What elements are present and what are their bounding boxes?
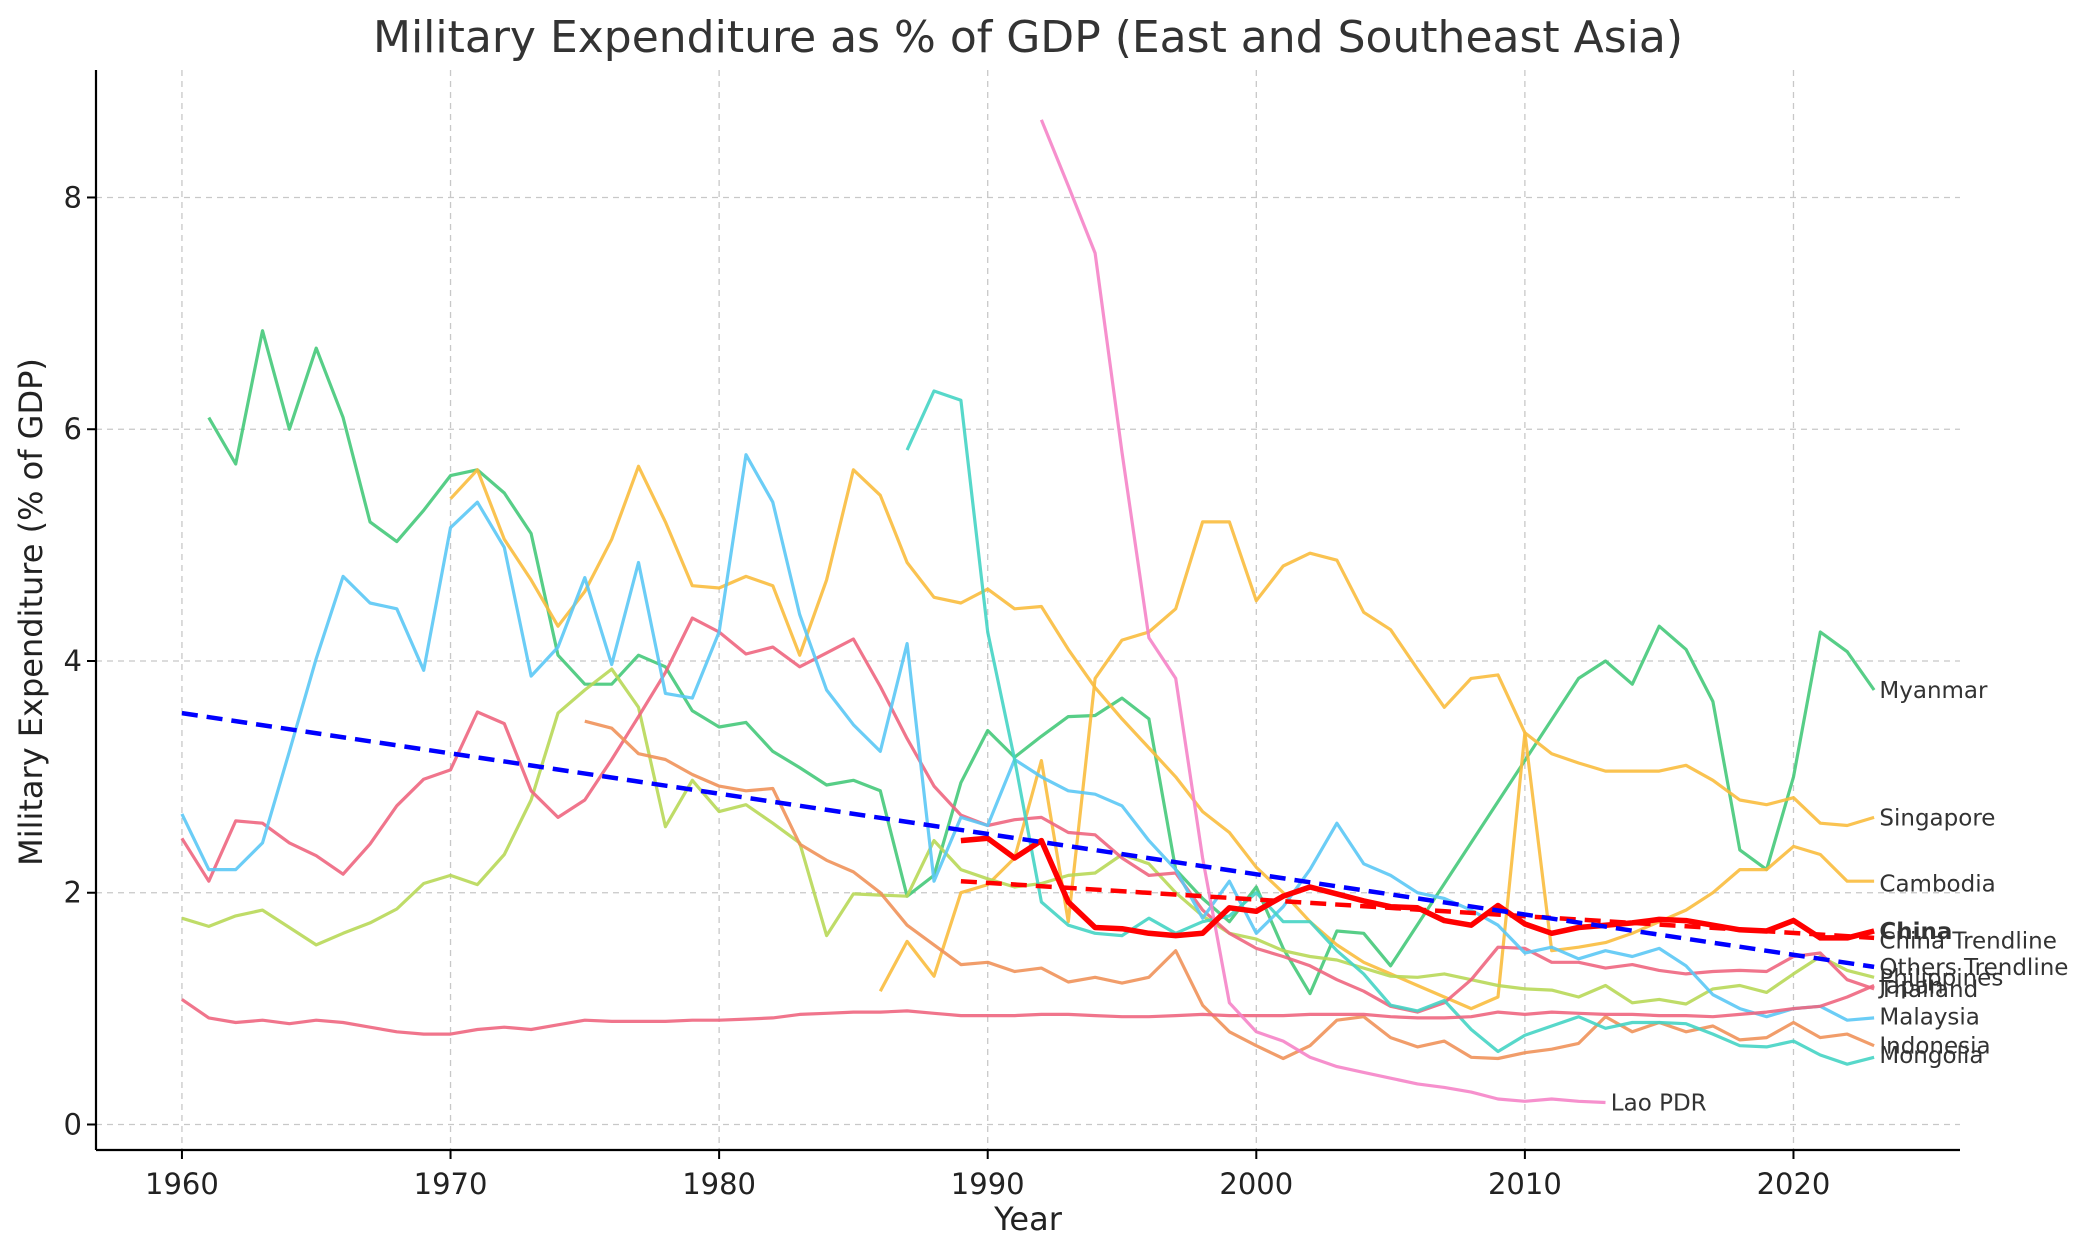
series-label-philippines: Philippines bbox=[1879, 965, 2003, 991]
series-lines bbox=[180, 119, 1876, 1105]
series-label-others-trendline: Others Trendline bbox=[1879, 955, 2068, 981]
x-tick-label: 1970 bbox=[414, 1167, 488, 1201]
y-tick-label: 2 bbox=[64, 876, 82, 910]
trendline-others-trendline bbox=[181, 710, 1875, 970]
series-line-myanmar bbox=[207, 329, 1876, 996]
series-line-indonesia bbox=[584, 719, 1875, 1061]
x-tick-label: 1980 bbox=[682, 1167, 756, 1201]
series-line-thailand bbox=[180, 616, 1875, 1014]
x-tick-label: 2000 bbox=[1219, 1167, 1293, 1201]
series-label-cambodia: Cambodia bbox=[1879, 872, 1995, 898]
series-label-malaysia: Malaysia bbox=[1879, 1005, 1980, 1031]
series-line-malaysia bbox=[180, 453, 1875, 1022]
series-line-philippines bbox=[181, 667, 1875, 1006]
series-label-lao-pdr: Lao PDR bbox=[1611, 1091, 1707, 1117]
trendline-china-trendline bbox=[960, 878, 1875, 941]
series-line-cambodia bbox=[878, 520, 1875, 992]
x-tick-label: 1960 bbox=[145, 1167, 219, 1201]
x-axis-label: Year bbox=[993, 1200, 1063, 1238]
y-tick-label: 4 bbox=[64, 644, 82, 678]
series-label-myanmar: Myanmar bbox=[1879, 678, 1988, 704]
series-label-indonesia: Indonesia bbox=[1879, 1034, 1990, 1060]
x-tick-label: 1990 bbox=[951, 1167, 1025, 1201]
series-label-mongolia: Mongolia bbox=[1879, 1043, 1983, 1069]
series-line-japan bbox=[180, 984, 1875, 1036]
grid bbox=[96, 70, 1960, 1150]
series-label-thailand: Thailand bbox=[1878, 977, 1978, 1003]
series-label-singapore: Singapore bbox=[1879, 805, 1995, 831]
trendlines bbox=[181, 710, 1875, 970]
series-line-singapore bbox=[449, 464, 1875, 1011]
series-label-china-trendline: China Trendline bbox=[1879, 928, 2056, 954]
x-tick-label: 2020 bbox=[1757, 1167, 1831, 1201]
axis-ticks: 1960 1970 1980 1990 2000 2010 2020 0 2 4 6 8 bbox=[64, 180, 1831, 1201]
x-tick-label: 2010 bbox=[1488, 1167, 1562, 1201]
series-line-mongolia bbox=[905, 389, 1875, 1066]
chart-title: Military Expenditure as % of GDP (East a… bbox=[373, 12, 1683, 63]
y-tick-label: 8 bbox=[64, 180, 82, 214]
y-tick-label: 0 bbox=[64, 1108, 82, 1142]
series-label-japan: Japan bbox=[1877, 974, 1943, 1000]
series-line-lao-pdr bbox=[1039, 119, 1606, 1105]
series-label-china: China bbox=[1879, 919, 1952, 945]
y-axis-label: Military Expenditure (% of GDP) bbox=[12, 358, 50, 866]
y-tick-label: 6 bbox=[64, 412, 82, 446]
